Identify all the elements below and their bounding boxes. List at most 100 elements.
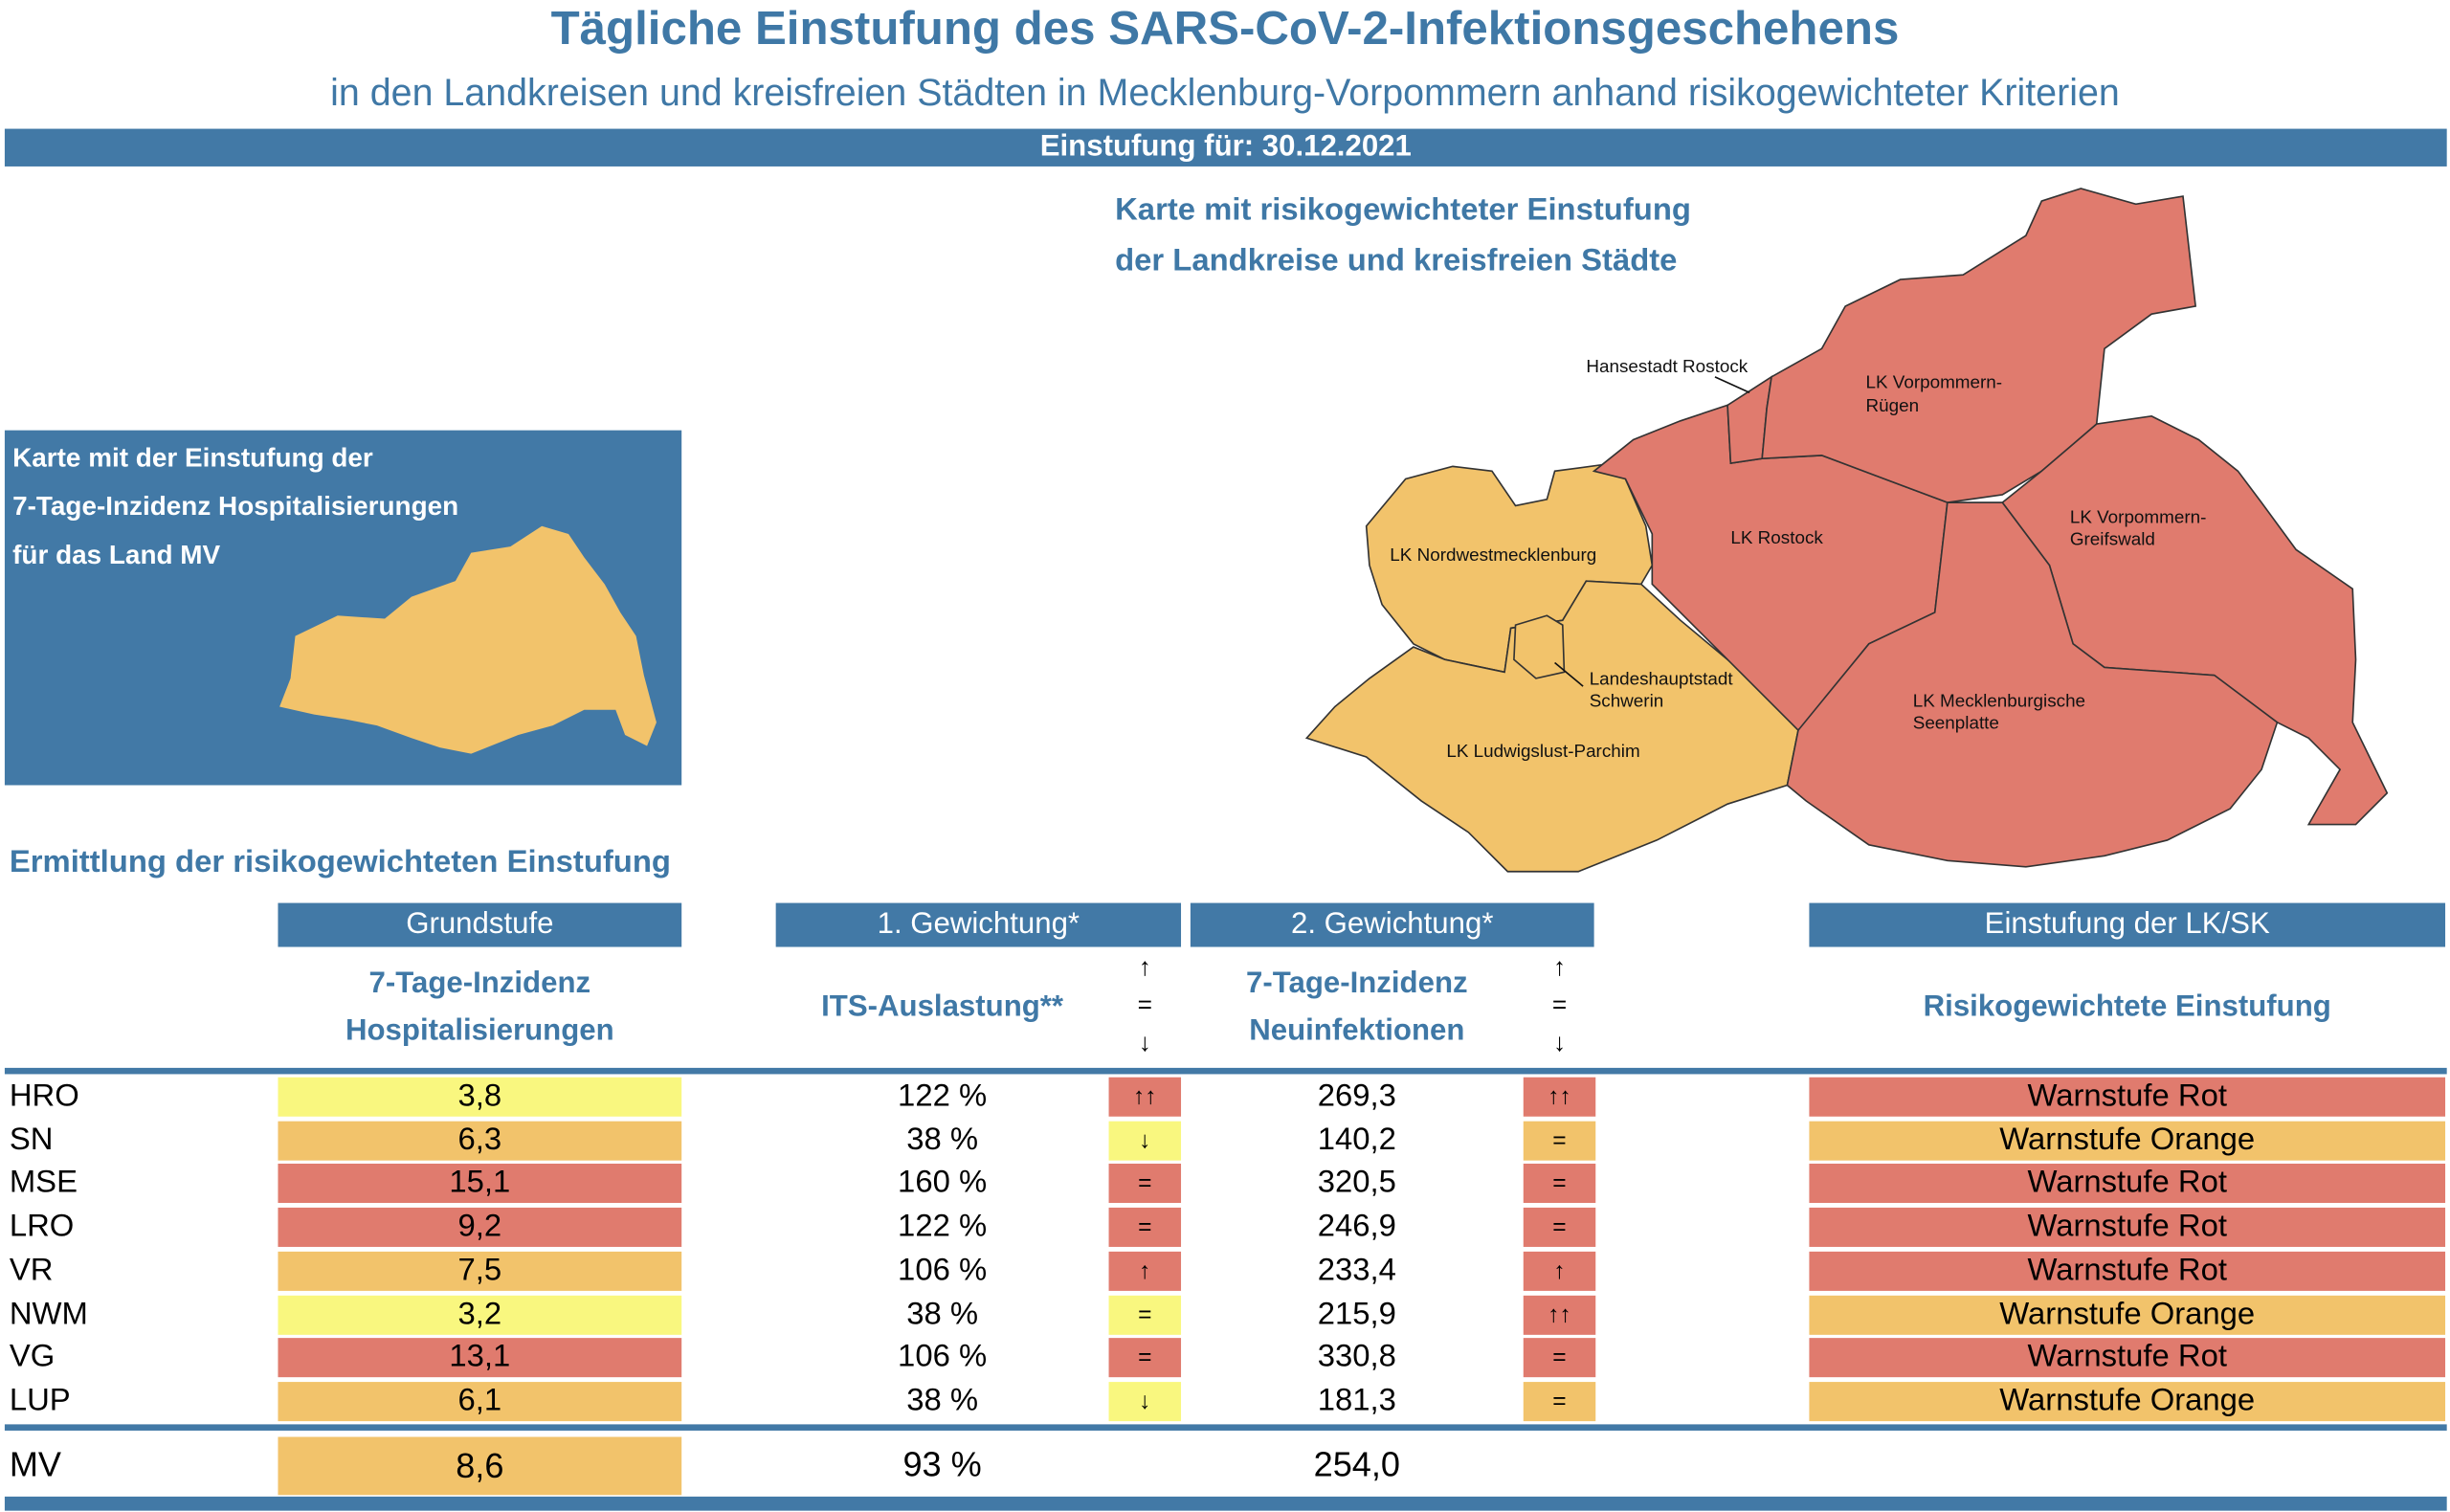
subheader-its: ITS-Auslastung** xyxy=(821,990,1064,1024)
row-name: HRO xyxy=(9,1078,79,1114)
neuinfektionen-trend-icon: ↑ xyxy=(1523,1251,1596,1291)
neuinfektionen-trend-icon: = xyxy=(1523,1338,1596,1378)
table-row: VR 7,5 106 % ↑ 233,4 ↑ Warnstufe Rot xyxy=(0,1250,2450,1293)
table-row-total: MV 8,6 93 % 254,0 xyxy=(0,1435,2450,1496)
table-row: MSE 15,1 160 % = 320,5 = Warnstufe Rot xyxy=(0,1163,2450,1206)
its-trend-icon: ↓ xyxy=(1108,1121,1182,1161)
table-row: NWM 3,2 38 % = 215,9 ↑↑ Warnstufe Orange xyxy=(0,1293,2450,1336)
table-row: HRO 3,8 122 % ↑↑ 269,3 ↑↑ Warnstufe Rot xyxy=(0,1076,2450,1119)
neuinfektionen-trend-icon: = xyxy=(1523,1121,1596,1161)
table-row: SN 6,3 38 % ↓ 140,2 = Warnstufe Orange xyxy=(0,1120,2450,1163)
small-map-mv xyxy=(279,525,657,754)
row-name: LRO xyxy=(9,1209,75,1244)
row-name: VR xyxy=(9,1253,54,1288)
divider xyxy=(4,1424,2447,1431)
its-trend-icon: ↓ xyxy=(1108,1381,1182,1421)
risk-level-badge: Warnstufe Rot xyxy=(1809,1164,2446,1204)
risk-level-badge: Warnstufe Orange xyxy=(1809,1381,2446,1421)
row-name: SN xyxy=(9,1122,54,1157)
its-trend-icon: = xyxy=(1108,1295,1182,1335)
its-value: 122 % xyxy=(898,1209,988,1244)
trend-legend-neu: ↑ = ↓ xyxy=(1524,950,1595,1063)
neuinfektionen-value: 320,5 xyxy=(1317,1166,1396,1201)
region-mse[interactable] xyxy=(1786,501,2279,868)
schwerin-leader-line xyxy=(1554,661,1584,687)
label-vg-1: LK Vorpommern- xyxy=(2070,506,2207,526)
arrow-down-icon: ↓ xyxy=(1552,1030,1567,1057)
hro-leader-line xyxy=(1714,376,1750,393)
hosp-value: 9,2 xyxy=(278,1208,682,1248)
neuinfektionen-value: 233,4 xyxy=(1317,1253,1396,1288)
table-row: LUP 6,1 38 % ↓ 181,3 = Warnstufe Orange xyxy=(0,1380,2450,1423)
neuinfektionen-trend-icon: = xyxy=(1523,1381,1596,1421)
region-schwerin[interactable] xyxy=(1513,614,1566,679)
risk-level-badge: Warnstufe Rot xyxy=(1809,1338,2446,1378)
label-nwm: LK Nordwestmecklenburg xyxy=(1390,545,1596,565)
row-name: VG xyxy=(9,1340,56,1375)
page-subtitle: in den Landkreisen und kreisfreien Städt… xyxy=(330,72,2120,115)
hosp-value: 3,2 xyxy=(278,1295,682,1335)
small-map-title: Karte mit der Einstufung der 7-Tage-Inzi… xyxy=(12,434,458,580)
label-lup: LK Ludwigslust-Parchim xyxy=(1446,741,1639,761)
page-title: Tägliche Einstufung des SARS-CoV-2-Infek… xyxy=(550,3,1900,56)
label-sn-1: Landeshauptstadt xyxy=(1590,668,1734,688)
row-name: NWM xyxy=(9,1296,88,1331)
arrow-up-icon: ↑ xyxy=(1552,954,1567,982)
neuinfektionen-value: 181,3 xyxy=(1317,1383,1396,1418)
neuinfektionen-value: 254,0 xyxy=(1313,1444,1401,1484)
its-trend-icon: ↑↑ xyxy=(1108,1077,1182,1117)
table-row: LRO 9,2 122 % = 246,9 = Warnstufe Rot xyxy=(0,1206,2450,1249)
hosp-value: 8,6 xyxy=(278,1436,682,1496)
label-lro: LK Rostock xyxy=(1730,527,1823,547)
section-title: Ermittlung der risikogewichteten Einstuf… xyxy=(9,844,671,879)
label-vg-2: Greifswald xyxy=(2070,528,2155,548)
header-gewichtung-1: 1. Gewichtung* xyxy=(775,902,1182,947)
label-vr-2: Rügen xyxy=(1866,395,1920,415)
label-vr-1: LK Vorpommern- xyxy=(1866,371,2003,391)
date-bar: Einstufung für: 30.12.2021 xyxy=(4,128,2447,167)
subheader-einstufung: Risikogewichtete Einstufung xyxy=(1923,990,2331,1024)
risk-level-badge: Warnstufe Orange xyxy=(1809,1121,2446,1161)
hosp-value: 13,1 xyxy=(278,1338,682,1378)
its-trend-icon: = xyxy=(1108,1164,1182,1204)
its-value: 106 % xyxy=(898,1253,988,1288)
risk-level-badge: Warnstufe Rot xyxy=(1809,1077,2446,1117)
row-name: LUP xyxy=(9,1383,71,1418)
its-value: 160 % xyxy=(898,1166,988,1201)
small-map-title-line: für das Land MV xyxy=(12,540,221,570)
hosp-value: 15,1 xyxy=(278,1164,682,1204)
label-mse-1: LK Mecklenburgische xyxy=(1913,690,2085,710)
subheader-line: 7-Tage-Inzidenz xyxy=(368,967,591,1001)
neuinfektionen-value: 269,3 xyxy=(1317,1078,1396,1114)
neuinfektionen-trend-icon: ↑↑ xyxy=(1523,1077,1596,1117)
row-name: MSE xyxy=(9,1166,78,1201)
label-hro: Hansestadt Rostock xyxy=(1586,356,1748,376)
trend-legend-its: ↑ = ↓ xyxy=(1109,950,1181,1063)
subheader-line: Neuinfektionen xyxy=(1249,1014,1465,1048)
its-trend-icon: ↑ xyxy=(1108,1251,1182,1291)
its-value: 38 % xyxy=(906,1296,979,1331)
header-gewichtung-2: 2. Gewichtung* xyxy=(1190,902,1594,947)
arrow-down-icon: ↓ xyxy=(1138,1030,1151,1057)
subheader-line: Hospitalisierungen xyxy=(345,1014,614,1048)
risk-level-badge: Warnstufe Orange xyxy=(1809,1295,2446,1335)
row-name: MV xyxy=(9,1444,61,1484)
small-map-title-line: Karte mit der Einstufung der xyxy=(12,442,373,473)
label-mse-2: Seenplatte xyxy=(1913,712,1999,732)
footer-bar xyxy=(4,1496,2447,1511)
main-map xyxy=(1304,188,2389,873)
main-map-title-line: der Landkreise und kreisfreien Städte xyxy=(1115,243,1678,278)
subheader-hosp: 7-Tage-Inzidenz Hospitalisierungen xyxy=(278,961,681,1055)
subheader-neuinfektionen: 7-Tage-Inzidenz Neuinfektionen xyxy=(1191,961,1524,1055)
equal-icon: = xyxy=(1551,992,1568,1020)
label-sn-2: Schwerin xyxy=(1590,690,1664,710)
neuinfektionen-trend-icon: ↑↑ xyxy=(1523,1295,1596,1335)
region-vr[interactable] xyxy=(1761,188,2197,503)
table-row: VG 13,1 106 % = 330,8 = Warnstufe Rot xyxy=(0,1337,2450,1380)
equal-icon: = xyxy=(1137,992,1152,1020)
its-trend-icon: = xyxy=(1108,1338,1182,1378)
header-grundstufe: Grundstufe xyxy=(278,902,682,947)
neuinfektionen-value: 330,8 xyxy=(1317,1340,1396,1375)
